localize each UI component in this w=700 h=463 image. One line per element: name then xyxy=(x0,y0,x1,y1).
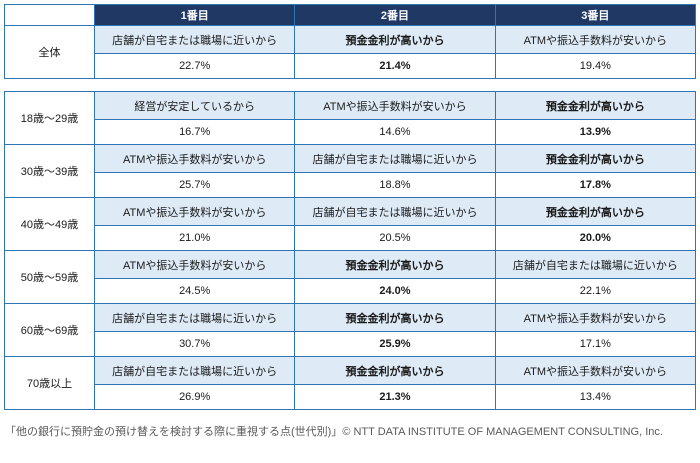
value-cell: 17.8% xyxy=(494,172,697,198)
age-reason-row: 30歳～39歳 ATMや振込手数料が安いから 店舗が自宅または職場に近いから 預… xyxy=(4,144,697,198)
age-value-row: 25.7% 18.8% 17.8% xyxy=(5,172,697,198)
value-cell: 20.5% xyxy=(294,225,496,251)
row-label-age-40-49: 40歳～49歳 xyxy=(4,197,95,251)
overall-value-row: 22.7% 21.4% 19.4% xyxy=(5,53,697,79)
value-cell: 24.5% xyxy=(93,278,296,304)
reason-cell: ATMや振込手数料が安いから xyxy=(494,25,697,54)
reason-cell: 店舗が自宅または職場に近いから xyxy=(494,250,697,279)
reason-cell: 店舗が自宅または職場に近いから xyxy=(93,356,296,385)
reason-cell: ATMや振込手数料が安いから xyxy=(494,303,697,332)
age-reason-row: 70歳以上 店舗が自宅または職場に近いから 預金金利が高いから ATMや振込手数… xyxy=(4,356,697,410)
age-reason-row: 60歳～69歳 店舗が自宅または職場に近いから 預金金利が高いから ATMや振込… xyxy=(4,303,697,357)
value-cell: 21.3% xyxy=(294,384,496,410)
col-header-rank2: 2番目 xyxy=(294,4,496,26)
reason-cell: ATMや振込手数料が安いから xyxy=(494,356,697,385)
reason-cell: 預金金利が高いから xyxy=(294,25,496,54)
row-label-age-30-39: 30歳～39歳 xyxy=(4,144,95,198)
value-cell: 22.1% xyxy=(494,278,697,304)
reason-cell: 預金金利が高いから xyxy=(294,250,496,279)
age-value-row: 24.5% 24.0% 22.1% xyxy=(5,278,697,304)
value-cell: 25.9% xyxy=(294,331,496,357)
value-cell: 25.7% xyxy=(93,172,296,198)
header-row: 1番目 2番目 3番目 xyxy=(4,4,697,26)
value-cell: 21.4% xyxy=(294,53,496,79)
reason-cell: 預金金利が高いから xyxy=(294,356,496,385)
reason-cell: ATMや振込手数料が安いから xyxy=(93,144,296,173)
reason-cell: ATMや振込手数料が安いから xyxy=(93,250,296,279)
report-page: 1番目 2番目 3番目 全体 店舗が自宅または職場に近いから 預金金利が高いから… xyxy=(4,4,697,438)
value-cell: 26.9% xyxy=(93,384,296,410)
value-cell: 30.7% xyxy=(93,331,296,357)
col-header-rank3: 3番目 xyxy=(494,4,697,26)
reason-cell: ATMや振込手数料が安いから xyxy=(294,91,496,120)
row-label-age-60-69: 60歳～69歳 xyxy=(4,303,95,357)
reason-cell: 預金金利が高いから xyxy=(494,144,697,173)
reason-cell: ATMや振込手数料が安いから xyxy=(93,197,296,226)
overall-reason-row: 全体 店舗が自宅または職場に近いから 預金金利が高いから ATMや振込手数料が安… xyxy=(4,25,697,79)
value-cell: 24.0% xyxy=(294,278,496,304)
age-value-row: 21.0% 20.5% 20.0% xyxy=(5,225,697,251)
age-reason-row: 50歳～59歳 ATMや振込手数料が安いから 預金金利が高いから 店舗が自宅また… xyxy=(4,250,697,304)
value-cell: 20.0% xyxy=(494,225,697,251)
value-cell: 21.0% xyxy=(93,225,296,251)
reason-cell: 預金金利が高いから xyxy=(494,91,697,120)
overall-table: 1番目 2番目 3番目 全体 店舗が自宅または職場に近いから 預金金利が高いから… xyxy=(4,4,697,79)
corner-cell xyxy=(4,4,95,26)
reason-cell: 預金金利が高いから xyxy=(294,303,496,332)
col-header-rank1: 1番目 xyxy=(93,4,296,26)
age-reason-row: 18歳～29歳 経営が安定しているから ATMや振込手数料が安いから 預金金利が… xyxy=(4,91,697,145)
value-cell: 13.9% xyxy=(494,119,697,145)
source-caption: 「他の銀行に預貯金の預け替えを検討する際に重視する点(世代別)」© NTT DA… xyxy=(5,426,663,438)
reason-cell: 店舗が自宅または職場に近いから xyxy=(294,144,496,173)
value-cell: 16.7% xyxy=(93,119,296,145)
reason-cell: 店舗が自宅または職場に近いから xyxy=(93,303,296,332)
reason-cell: 店舗が自宅または職場に近いから xyxy=(294,197,496,226)
value-cell: 22.7% xyxy=(93,53,296,79)
row-label-overall: 全体 xyxy=(4,25,95,79)
age-value-row: 30.7% 25.9% 17.1% xyxy=(5,331,697,357)
reason-cell: 預金金利が高いから xyxy=(494,197,697,226)
reason-cell: 店舗が自宅または職場に近いから xyxy=(93,25,296,54)
age-value-row: 16.7% 14.6% 13.9% xyxy=(5,119,697,145)
reason-cell: 経営が安定しているから xyxy=(93,91,296,120)
age-groups-table: 18歳～29歳 経営が安定しているから ATMや振込手数料が安いから 預金金利が… xyxy=(4,91,697,410)
row-label-age-18-29: 18歳～29歳 xyxy=(4,91,95,145)
value-cell: 17.1% xyxy=(494,331,697,357)
row-label-age-50-59: 50歳～59歳 xyxy=(4,250,95,304)
value-cell: 19.4% xyxy=(494,53,697,79)
value-cell: 18.8% xyxy=(294,172,496,198)
age-value-row: 26.9% 21.3% 13.4% xyxy=(5,384,697,410)
value-cell: 13.4% xyxy=(494,384,697,410)
value-cell: 14.6% xyxy=(294,119,496,145)
age-reason-row: 40歳～49歳 ATMや振込手数料が安いから 店舗が自宅または職場に近いから 預… xyxy=(4,197,697,251)
row-label-age-70-plus: 70歳以上 xyxy=(4,356,95,410)
